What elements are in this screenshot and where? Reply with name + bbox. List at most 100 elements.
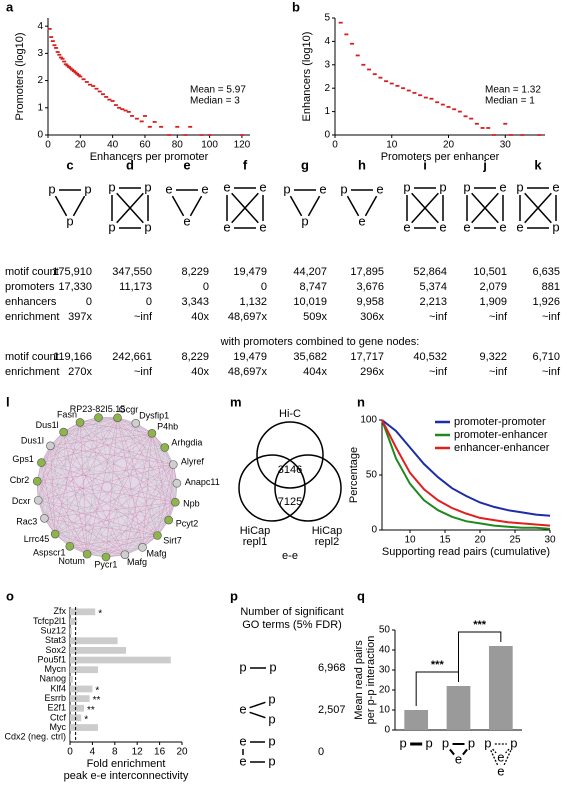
network-node [171, 497, 180, 507]
network-node [59, 427, 68, 437]
cell: 8,747 [299, 281, 327, 293]
y-axis-label: Promoters (log10) [14, 32, 26, 120]
point [126, 110, 131, 113]
cell: 306x [360, 311, 384, 323]
network-node [32, 476, 42, 486]
annotation: Median = 1 [485, 96, 535, 107]
y-tick-label: 1 [324, 106, 330, 117]
significance-bracket [458, 631, 502, 682]
network-edge [55, 502, 176, 535]
point [54, 47, 59, 49]
panel-label: i [423, 157, 427, 172]
network-edge [105, 464, 174, 558]
cell: 6,635 [532, 266, 560, 278]
node-name: Dus1l [36, 420, 59, 430]
point [52, 44, 57, 47]
node-label: e [403, 219, 410, 234]
point [175, 125, 180, 128]
network-edge [41, 447, 165, 463]
node-label: p [268, 733, 275, 748]
network-edge [157, 447, 165, 536]
panel-label: c [66, 157, 73, 172]
x-axis-label: Fold enrichment [87, 758, 166, 770]
network-edge [38, 445, 51, 501]
node-label: p [66, 213, 73, 228]
cell: 40x [191, 311, 209, 323]
cell: 0 [86, 296, 92, 308]
category-label: Nanog [39, 674, 66, 684]
cell: 44,207 [293, 266, 327, 278]
point [73, 71, 78, 74]
network-edge [69, 519, 169, 547]
point [97, 90, 102, 93]
cell: 397x [68, 311, 92, 323]
edge [189, 195, 203, 217]
significance: ** [87, 705, 95, 716]
cell: ~inf [489, 311, 508, 323]
node-name: Pycr1 [94, 559, 117, 569]
point [104, 96, 109, 98]
cell: ~inf [542, 366, 561, 378]
edge [505, 748, 510, 754]
network-node [168, 460, 178, 469]
network-edge [164, 447, 176, 503]
point [412, 91, 417, 94]
annotation: Mean = 1.32 [485, 85, 541, 96]
point [62, 60, 67, 63]
cell: 404x [303, 366, 327, 378]
network-edge [117, 417, 176, 503]
set-label: HiCap [240, 525, 271, 537]
cell: 0 [261, 281, 267, 293]
network-edge [142, 447, 165, 548]
network-node [101, 552, 111, 562]
network-edge [37, 481, 88, 555]
row-label: motif count [5, 351, 59, 363]
network-edge [38, 433, 153, 501]
panel-label: k [534, 157, 542, 172]
x-tick-label: 0 [45, 140, 51, 151]
panel-label: g [301, 157, 309, 172]
network-edge [105, 417, 118, 558]
point [435, 101, 440, 104]
panel-label: b [292, 0, 300, 14]
network-edge [50, 445, 126, 555]
bar [404, 710, 429, 730]
network-node [50, 529, 60, 539]
node-label: p [283, 181, 290, 196]
cell: 11,173 [119, 281, 152, 293]
network-edge [55, 447, 165, 535]
network-edge [41, 462, 45, 519]
x-tick-label: 15 [439, 535, 451, 546]
network-edge [87, 547, 143, 555]
legend-label: promoter-promoter [454, 416, 546, 428]
x-tick-label: 20 [474, 535, 486, 546]
node-label: p [108, 179, 115, 194]
network-edge [44, 432, 64, 519]
node-label: e [259, 179, 266, 194]
x-tick-label: 12 [132, 747, 144, 758]
category-label: Ctcf [50, 712, 67, 722]
point [120, 108, 125, 111]
network-edge [124, 519, 169, 555]
network-edge [157, 464, 174, 536]
node-name: Mafg [127, 557, 147, 567]
point [491, 134, 496, 136]
bar [70, 656, 171, 664]
network-edge [87, 502, 176, 555]
point [418, 94, 423, 97]
x-tick-label: 30 [544, 535, 556, 546]
y-tick-label: 0 [384, 725, 390, 736]
cell: 3,343 [181, 296, 209, 308]
row-label: enrichment [5, 366, 59, 378]
point [68, 67, 73, 70]
cell: 119,166 [53, 351, 92, 363]
bar [70, 685, 93, 693]
bar [70, 666, 98, 674]
y-tick-label: 50 [379, 625, 391, 636]
node-label: e [439, 219, 446, 234]
x-tick-label: 40 [107, 140, 119, 151]
point [440, 103, 445, 106]
network-edge [142, 502, 176, 548]
cell: 347,550 [112, 266, 152, 278]
panel-label: f [243, 157, 248, 172]
